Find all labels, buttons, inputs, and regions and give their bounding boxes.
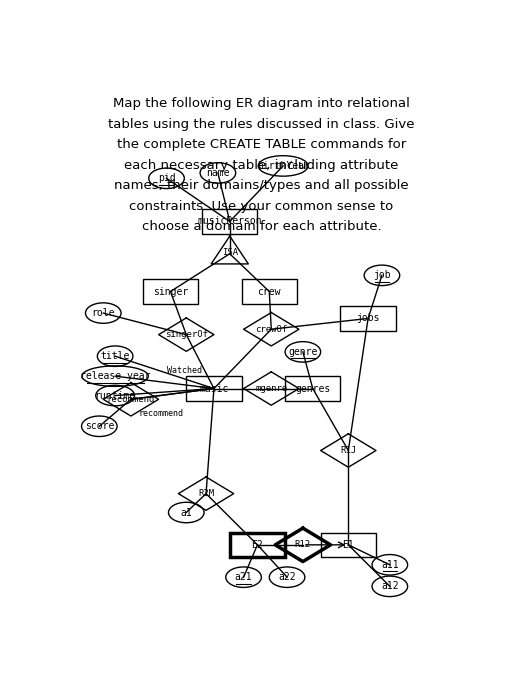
Text: crew: crew (257, 286, 280, 297)
Text: a21: a21 (234, 572, 252, 582)
Text: ISA: ISA (221, 248, 237, 257)
Text: R2M: R2M (197, 489, 214, 498)
Text: pid: pid (157, 174, 175, 183)
Text: birthYear: birthYear (256, 161, 309, 171)
Bar (202, 209, 257, 234)
Text: genres: genres (295, 384, 330, 393)
Text: a22: a22 (278, 572, 295, 582)
Bar (285, 377, 340, 400)
Text: recommend: recommend (106, 395, 155, 404)
Text: tables using the rules discussed in class. Give: tables using the rules discussed in clas… (108, 118, 414, 131)
Text: names, their domains/types and all possible: names, their domains/types and all possi… (114, 179, 408, 193)
Text: title: title (100, 351, 130, 361)
Bar (241, 279, 296, 304)
Text: crewOf: crewOf (254, 325, 287, 334)
Text: each necessary table, including attribute: each necessary table, including attribut… (124, 159, 398, 172)
Text: mgenre: mgenre (254, 384, 287, 393)
Text: the complete CREATE TABLE commands for: the complete CREATE TABLE commands for (117, 139, 405, 151)
Text: score: score (84, 421, 114, 431)
Text: singerOf: singerOf (164, 330, 207, 339)
Bar (320, 533, 375, 557)
Bar (229, 533, 285, 557)
Bar (340, 307, 395, 330)
Text: Watched: Watched (166, 366, 202, 375)
Text: jobs: jobs (356, 314, 379, 323)
Text: a11: a11 (380, 560, 398, 570)
Text: genre: genre (288, 347, 317, 357)
Text: musicPerson: musicPerson (197, 216, 262, 226)
Text: R12: R12 (294, 540, 310, 550)
Text: singer: singer (153, 286, 188, 297)
Text: release year: release year (80, 371, 150, 381)
Text: name: name (206, 168, 229, 178)
Text: E1: E1 (342, 540, 354, 550)
Text: music: music (199, 384, 228, 393)
Text: recommend: recommend (138, 410, 183, 419)
Text: R1J: R1J (340, 446, 356, 455)
Text: job: job (373, 270, 390, 280)
Text: a12: a12 (380, 581, 398, 592)
Bar (186, 377, 241, 400)
Text: runtime: runtime (94, 391, 135, 400)
Text: Map the following ER diagram into relational: Map the following ER diagram into relati… (112, 97, 409, 111)
Text: choose a domain for each attribute.: choose a domain for each attribute. (142, 220, 380, 233)
Text: role: role (91, 308, 115, 318)
Text: E2: E2 (251, 540, 263, 550)
Bar (143, 279, 198, 304)
Text: a1: a1 (180, 508, 192, 517)
Text: constraints. Use your common sense to: constraints. Use your common sense to (129, 200, 393, 213)
